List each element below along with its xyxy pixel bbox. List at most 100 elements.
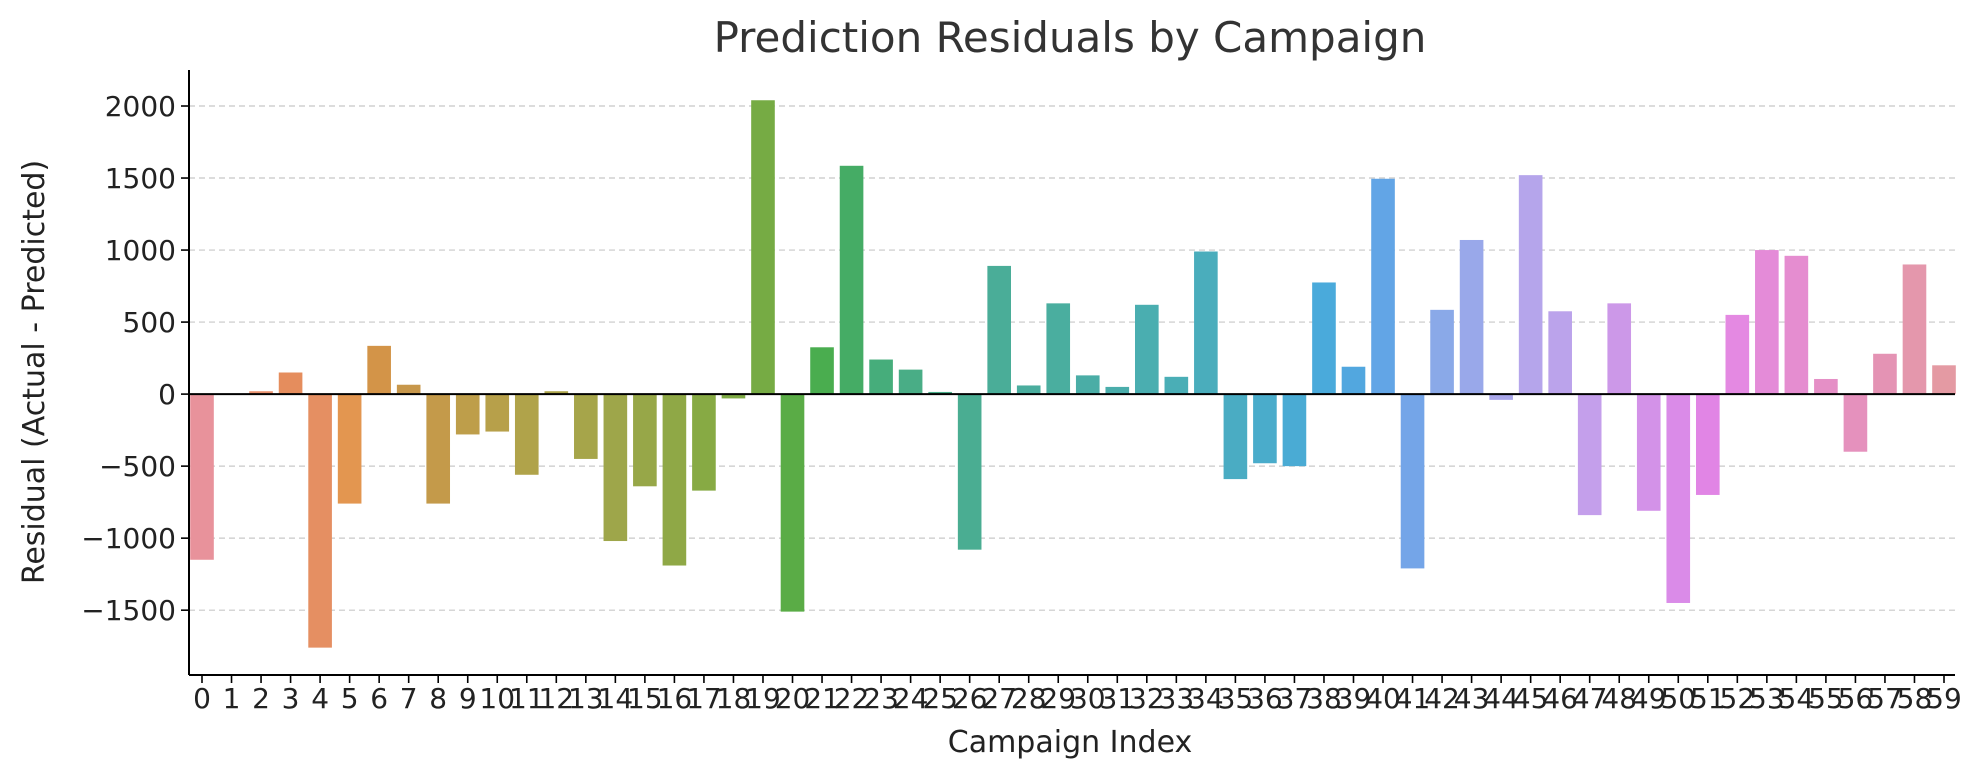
- y-tick-label: −1000: [81, 522, 176, 555]
- x-tick-label: 33: [1159, 682, 1195, 715]
- chart-title: Prediction Residuals by Campaign: [714, 13, 1427, 62]
- bar-campaign-25: [928, 391, 952, 395]
- y-axis-label: Residual (Actual - Predicted): [17, 160, 52, 584]
- bar-campaign-21: [810, 347, 834, 395]
- x-tick-label: 40: [1365, 682, 1401, 715]
- x-tick-label: 24: [893, 682, 929, 715]
- bar-campaign-13: [574, 394, 598, 459]
- x-tick-label: 14: [598, 682, 634, 715]
- x-tick-label: 7: [400, 682, 418, 715]
- x-tick-label: 1: [223, 682, 241, 715]
- bar-campaign-56: [1843, 394, 1868, 452]
- x-tick-label: 21: [804, 682, 840, 715]
- bar-campaign-48: [1607, 303, 1632, 395]
- x-tick-label: 36: [1247, 682, 1283, 715]
- bar-campaign-22: [839, 165, 864, 395]
- x-tick-label: 2: [252, 682, 270, 715]
- bar-campaign-45: [1518, 175, 1543, 395]
- bar-campaign-26: [957, 394, 982, 550]
- bar-campaign-18: [721, 394, 746, 399]
- x-tick-label: 23: [863, 682, 899, 715]
- bar-campaign-31: [1105, 386, 1130, 395]
- bar-campaign-40: [1371, 178, 1395, 395]
- bar-campaign-51: [1695, 394, 1720, 495]
- x-tick-label: 26: [952, 682, 988, 715]
- x-tick-label: 44: [1483, 682, 1519, 715]
- bar-campaign-7: [396, 384, 421, 395]
- y-tick-label: 1000: [105, 234, 176, 267]
- bar-campaign-12: [544, 391, 569, 395]
- bar-campaign-9: [455, 394, 480, 435]
- x-tick-label: 16: [657, 682, 693, 715]
- bar-campaign-37: [1282, 394, 1307, 467]
- bar-campaign-3: [278, 372, 303, 395]
- x-tick-label: 28: [1011, 682, 1047, 715]
- x-tick-label: 0: [193, 682, 211, 715]
- bar-campaign-50: [1666, 394, 1691, 603]
- x-tick-label: 37: [1277, 682, 1313, 715]
- x-tick-label: 58: [1897, 682, 1933, 715]
- bar-campaign-4: [308, 394, 332, 648]
- x-tick-label: 10: [479, 682, 515, 715]
- bar-campaign-39: [1341, 366, 1366, 395]
- x-tick-label: 30: [1070, 682, 1106, 715]
- bar-campaign-15: [633, 394, 657, 487]
- axes: [188, 70, 1955, 676]
- x-tick-label: 53: [1749, 682, 1785, 715]
- bar-campaign-16: [662, 394, 687, 566]
- bar-campaign-57: [1873, 353, 1897, 395]
- y-tick-label: −500: [99, 450, 176, 483]
- x-tick-label: 3: [282, 682, 300, 715]
- x-tick-label: 13: [568, 682, 604, 715]
- bar-campaign-49: [1636, 394, 1661, 511]
- gridlines: [189, 105, 1955, 611]
- bar-campaign-28: [1016, 385, 1041, 395]
- bar-campaign-23: [869, 359, 893, 395]
- x-tick-label: 59: [1926, 682, 1962, 715]
- bar-campaign-8: [426, 394, 451, 504]
- x-tick-label: 48: [1601, 682, 1637, 715]
- bar-campaign-17: [692, 394, 716, 491]
- bar-campaign-46: [1548, 311, 1572, 395]
- bar-campaign-58: [1902, 264, 1927, 395]
- x-tick-label: 54: [1779, 682, 1815, 715]
- x-tick-label: 8: [429, 682, 447, 715]
- bar-campaign-30: [1075, 375, 1100, 395]
- y-tick-label: 1500: [105, 162, 176, 195]
- x-tick-label: 41: [1395, 682, 1431, 715]
- bar-campaign-32: [1135, 304, 1159, 395]
- x-axis-label: Campaign Index: [948, 725, 1193, 760]
- bar-campaign-36: [1253, 394, 1277, 464]
- x-tick-label: 11: [509, 682, 545, 715]
- x-tick-label: 56: [1838, 682, 1874, 715]
- bar-campaign-5: [337, 394, 362, 504]
- bar-campaign-33: [1164, 376, 1189, 395]
- x-ticks: 0 1 2 3 4 5 6 7 8 9 101112131415161718192021222324…: [193, 675, 1962, 715]
- x-tick-label: 43: [1454, 682, 1490, 715]
- bar-campaign-52: [1725, 314, 1750, 395]
- x-tick-label: 25: [922, 682, 958, 715]
- bar-campaign-10: [485, 394, 510, 432]
- bar-campaign-14: [603, 394, 628, 542]
- x-tick-label: 20: [775, 682, 811, 715]
- y-tick-label: −1500: [81, 594, 176, 627]
- bar-campaign-11: [514, 394, 539, 475]
- bar-campaign-53: [1755, 250, 1779, 395]
- x-tick-label: 51: [1690, 682, 1726, 715]
- x-tick-label: 34: [1188, 682, 1224, 715]
- bars: [189, 100, 1956, 648]
- x-tick-label: 39: [1336, 682, 1372, 715]
- x-tick-label: 42: [1424, 682, 1460, 715]
- x-tick-label: 46: [1542, 682, 1578, 715]
- bar-campaign-35: [1223, 394, 1248, 480]
- x-tick-label: 45: [1513, 682, 1549, 715]
- x-tick-label: 9: [459, 682, 477, 715]
- bar-campaign-38: [1312, 282, 1336, 395]
- bar-campaign-20: [780, 394, 805, 612]
- x-tick-label: 49: [1631, 682, 1667, 715]
- bar-campaign-29: [1046, 303, 1071, 395]
- bar-campaign-47: [1577, 394, 1602, 516]
- y-tick-label: 0: [158, 378, 176, 411]
- bar-campaign-0: [190, 394, 214, 560]
